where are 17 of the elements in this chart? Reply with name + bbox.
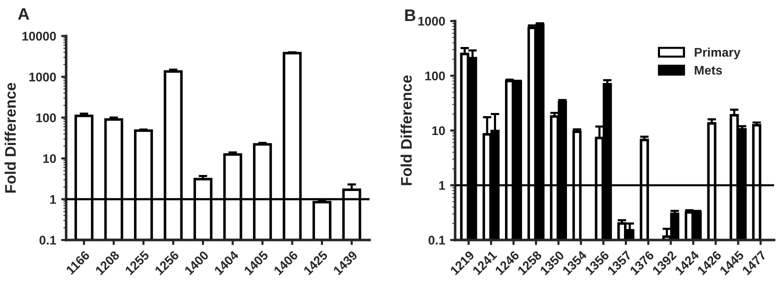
y-tick-label: 0.1 (40, 236, 56, 245)
legend-label: Mets (694, 66, 722, 75)
y-tick-label: 10 (43, 154, 56, 164)
chart-title: B (405, 10, 416, 21)
y-tick-label: 1 (50, 195, 56, 204)
y-tick-label: 0.1 (428, 236, 446, 245)
legend-label: Primary (694, 48, 740, 60)
y-tick-label: 1 (439, 181, 446, 190)
y-tick-label: 1000 (29, 72, 56, 82)
y-tick-label: 100 (425, 72, 445, 80)
y-tick-label: 10 (432, 126, 445, 136)
y-axis-title: Fold Difference (400, 75, 412, 186)
y-tick-label: 100 (36, 113, 56, 122)
y-axis-title: Fold Difference (4, 82, 16, 193)
chart-title: A (18, 8, 30, 20)
y-tick-label: 10000 (22, 32, 56, 41)
y-tick-label: 1000 (418, 16, 445, 26)
